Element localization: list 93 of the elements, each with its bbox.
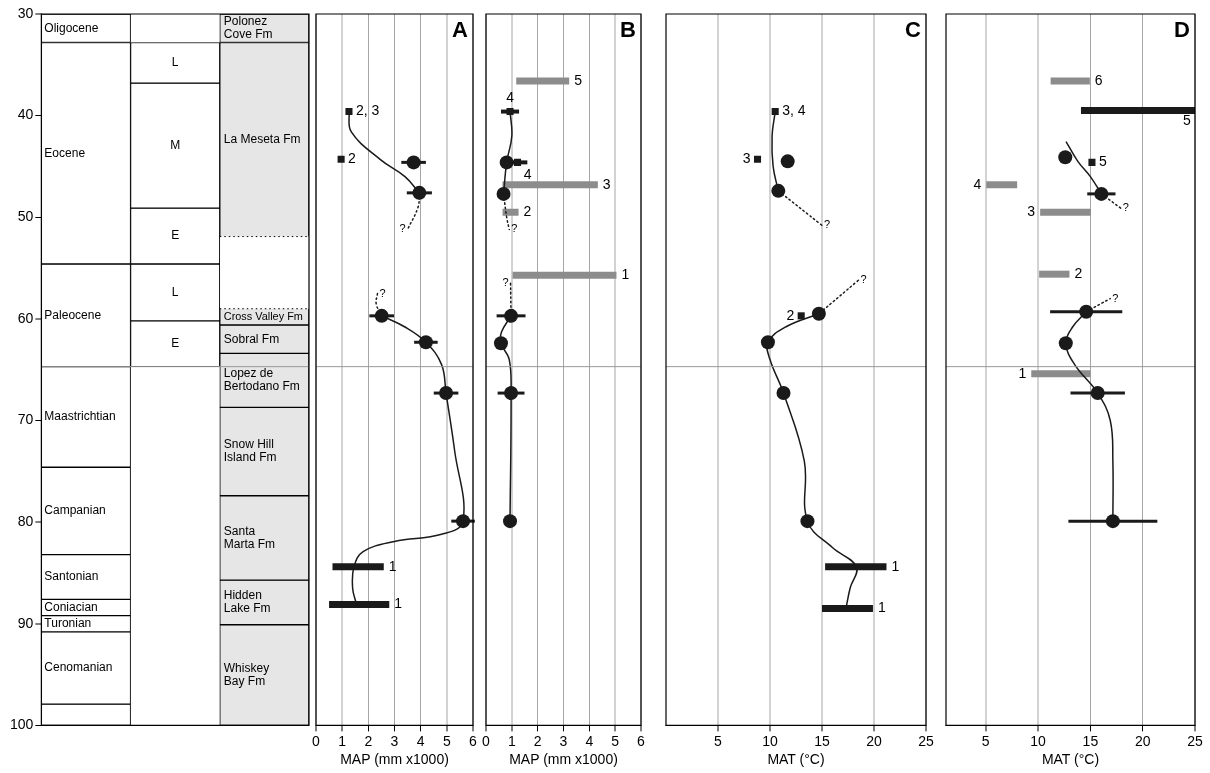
y-tick-label: 60	[17, 309, 34, 326]
annotation: 6	[1094, 71, 1103, 88]
x-tick-label: 1	[338, 732, 347, 749]
x-tick-label: 6	[469, 732, 478, 749]
x-tick-label: 0	[312, 732, 321, 749]
series-label: M	[170, 137, 181, 152]
annotation: 3, 4	[782, 102, 806, 119]
annotation: 3	[602, 175, 611, 192]
series-label: Polonez Cove Fm	[223, 14, 273, 42]
x-axis-title: MAT (°C)	[1041, 751, 1100, 768]
series-label: Santa Marta Fm	[223, 523, 276, 551]
annotation: 1	[621, 266, 630, 283]
series-label: Sobral Fm	[223, 331, 280, 346]
y-tick-label: 40	[17, 106, 34, 123]
annotation: ?	[379, 286, 386, 299]
series-label: La Meseta Fm	[223, 131, 301, 146]
x-tick-label: 6	[637, 732, 646, 749]
x-tick-label: 15	[814, 732, 830, 749]
annotation: 1	[394, 595, 403, 612]
series-label: Campanian	[44, 503, 106, 518]
annotation: 4	[973, 175, 982, 192]
x-tick-label: 5	[442, 732, 451, 749]
x-tick-label: 5	[714, 732, 723, 749]
series-label: Turonian	[44, 616, 92, 631]
x-tick-label: 2	[533, 732, 542, 749]
annotation: 2, 3	[355, 102, 380, 119]
annotation: 2	[786, 306, 795, 323]
x-tick-label: 5	[611, 732, 620, 749]
annotation: 2	[1074, 265, 1083, 282]
series-label: L	[171, 55, 179, 70]
annotation: ?	[1122, 201, 1129, 214]
x-tick-label: 2	[364, 732, 373, 749]
series-label: Snow Hill Island Fm	[223, 437, 277, 465]
y-tick-label: 70	[17, 411, 34, 428]
x-tick-label: 3	[390, 732, 399, 749]
series-label: Coniacian	[44, 599, 98, 614]
x-tick-label: 15	[1082, 732, 1099, 749]
series-label: Oligocene	[44, 20, 99, 35]
x-tick-label: 20	[1134, 732, 1151, 749]
annotation: 1	[891, 557, 900, 574]
y-tick-label: 90	[17, 614, 34, 631]
y-tick-label: 100	[10, 716, 34, 733]
annotation: 1	[877, 599, 886, 616]
x-tick-label: 1	[507, 732, 516, 749]
annotation: 2	[348, 150, 357, 167]
annotation: 1	[1018, 364, 1027, 381]
series-label: Eocene	[44, 145, 86, 160]
x-tick-label: 5	[981, 732, 990, 749]
x-tick-label: 25	[1187, 732, 1203, 749]
annotation: ?	[502, 276, 509, 289]
x-tick-label: 10	[762, 732, 778, 749]
series-label: Whiskey Bay Fm	[223, 660, 270, 688]
x-tick-label: 10	[1030, 732, 1047, 749]
annotation: 5	[1098, 153, 1107, 170]
series-label: E	[171, 228, 180, 243]
x-tick-label: 4	[416, 732, 425, 749]
series-label: Paleocene	[44, 307, 102, 322]
annotation: 4	[523, 165, 532, 182]
chart-title: A	[452, 17, 469, 43]
x-tick-label: 0	[482, 732, 491, 749]
annotation: ?	[860, 273, 867, 286]
x-tick-label: 25	[918, 732, 934, 749]
x-tick-label: 20	[866, 732, 882, 749]
annotation: 5	[574, 71, 583, 88]
x-axis-title: MAT (°C)	[767, 751, 825, 768]
series-label: Cross Valley Fm	[223, 309, 303, 322]
annotation: 4	[506, 89, 515, 106]
annotation: ?	[824, 218, 831, 231]
chart-title: B	[620, 17, 636, 43]
x-axis-title: MAP (mm x1000)	[340, 751, 449, 768]
x-tick-label: 4	[585, 732, 594, 749]
annotation: 2	[523, 203, 532, 220]
series-label: E	[171, 336, 180, 351]
annotation: 3	[742, 150, 751, 167]
chart-title: D	[1174, 17, 1190, 43]
x-tick-label: 3	[559, 732, 568, 749]
series-label: Maastrichtian	[44, 409, 116, 424]
y-tick-label: 50	[17, 208, 34, 225]
series-label: Lopez de Bertodano Fm	[223, 366, 300, 394]
annotation: 5	[1183, 111, 1192, 128]
annotation: ?	[1112, 291, 1119, 304]
y-tick-label: 80	[17, 513, 34, 529]
annotation: 1	[388, 557, 397, 574]
series-label: Cenomanian	[44, 660, 113, 675]
y-tick-label: 30	[17, 4, 34, 21]
series-label: Hidden Lake Fm	[223, 588, 271, 616]
annotation: ?	[511, 222, 518, 235]
x-axis-title: MAP (mm x1000)	[509, 751, 618, 768]
annotation: 3	[1027, 203, 1036, 220]
series-label: Santonian	[44, 569, 99, 584]
series-label: L	[171, 284, 179, 299]
annotation: ?	[399, 222, 406, 235]
chart-title: C	[905, 17, 922, 43]
